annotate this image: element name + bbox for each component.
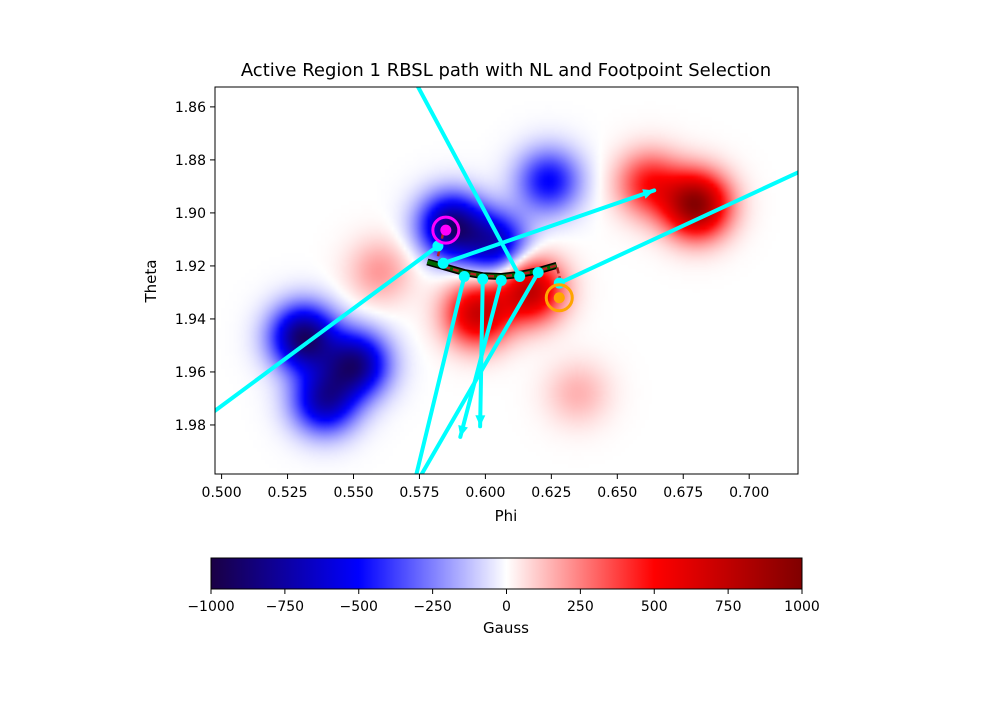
x-axis-label: Phi — [495, 507, 518, 525]
field-vector-head-4 — [475, 415, 486, 427]
x-axis: 0.500 0.525 0.550 0.575 0.600 0.625 0.650 0.675… — [202, 474, 769, 501]
field-vector-6 — [416, 87, 522, 279]
y-tick-label-1: 1.86 — [175, 100, 206, 116]
footpoint-ring-1 — [431, 215, 461, 245]
y-axis: 1.86 1.88 1.90 1.92 1.94 1.96 1.98 — [175, 100, 215, 434]
colorbar: −1000 −750 −500 −250 0 250 500 750 1000 Gauss — [187, 557, 820, 637]
x-tick-label-6: 0.625 — [531, 485, 571, 501]
footpoint-marker-2 — [553, 292, 565, 304]
footpoint-marker-1 — [440, 224, 452, 236]
colorbar-tick-label-8: 750 — [715, 599, 742, 615]
colorbar-gradient — [210, 557, 803, 590]
colorbar-tick-label-5: 0 — [502, 599, 511, 615]
colorbar-tick-label-3: −500 — [340, 599, 378, 615]
y-tick-label-4: 1.92 — [175, 259, 206, 275]
colorbar-ticks: −1000 −750 −500 −250 0 250 500 750 1000 — [187, 589, 820, 615]
colorbar-tick-label-4: −250 — [413, 599, 451, 615]
vector-base-point-4 — [477, 273, 489, 285]
vector-base-point-6 — [514, 271, 526, 283]
y-axis-label: Theta — [142, 260, 160, 304]
vector-base-point-2 — [437, 257, 449, 269]
field-vector-7 — [419, 270, 541, 474]
x-tick-label-1: 0.500 — [202, 485, 242, 501]
colorbar-tick-label-1: −1000 — [187, 599, 234, 615]
field-vector-head-2 — [642, 189, 655, 199]
vector-base-point-5 — [495, 275, 507, 286]
field-vector-8 — [557, 170, 798, 286]
vector-base-point-3 — [458, 271, 470, 283]
colorbar-tick-label-9: 1000 — [784, 599, 820, 615]
x-tick-label-4: 0.575 — [399, 485, 439, 501]
path-overlay — [215, 87, 798, 474]
y-tick-label-6: 1.96 — [175, 365, 206, 381]
field-vector-head-5 — [458, 424, 468, 437]
vector-base-point-7 — [532, 267, 544, 279]
y-tick-label-5: 1.94 — [175, 312, 206, 328]
chart-title: Active Region 1 RBSL path with NL and Fo… — [241, 60, 771, 81]
plot-frame — [214, 86, 799, 475]
x-tick-label-7: 0.650 — [597, 485, 637, 501]
colorbar-tick-label-6: 250 — [567, 599, 594, 615]
field-vector-2 — [441, 188, 657, 266]
footpoint-ring-2 — [544, 283, 574, 313]
colorbar-tick-label-2: −750 — [266, 599, 304, 615]
y-tick-label-3: 1.90 — [175, 206, 206, 222]
field-vector-1 — [215, 244, 440, 414]
vector-base-point-8 — [553, 277, 565, 289]
field-vector-5 — [458, 278, 504, 439]
colorbar-label: Gauss — [483, 619, 529, 637]
x-tick-label-9: 0.700 — [729, 485, 769, 501]
colorbar-tick-label-7: 500 — [641, 599, 668, 615]
x-tick-label-8: 0.675 — [663, 485, 703, 501]
field-vector-3 — [414, 274, 467, 474]
y-tick-label-7: 1.98 — [175, 418, 206, 434]
x-tick-label-2: 0.525 — [267, 485, 307, 501]
y-tick-label-2: 1.88 — [175, 153, 206, 169]
x-tick-label-5: 0.600 — [465, 485, 505, 501]
x-tick-label-3: 0.550 — [333, 485, 373, 501]
